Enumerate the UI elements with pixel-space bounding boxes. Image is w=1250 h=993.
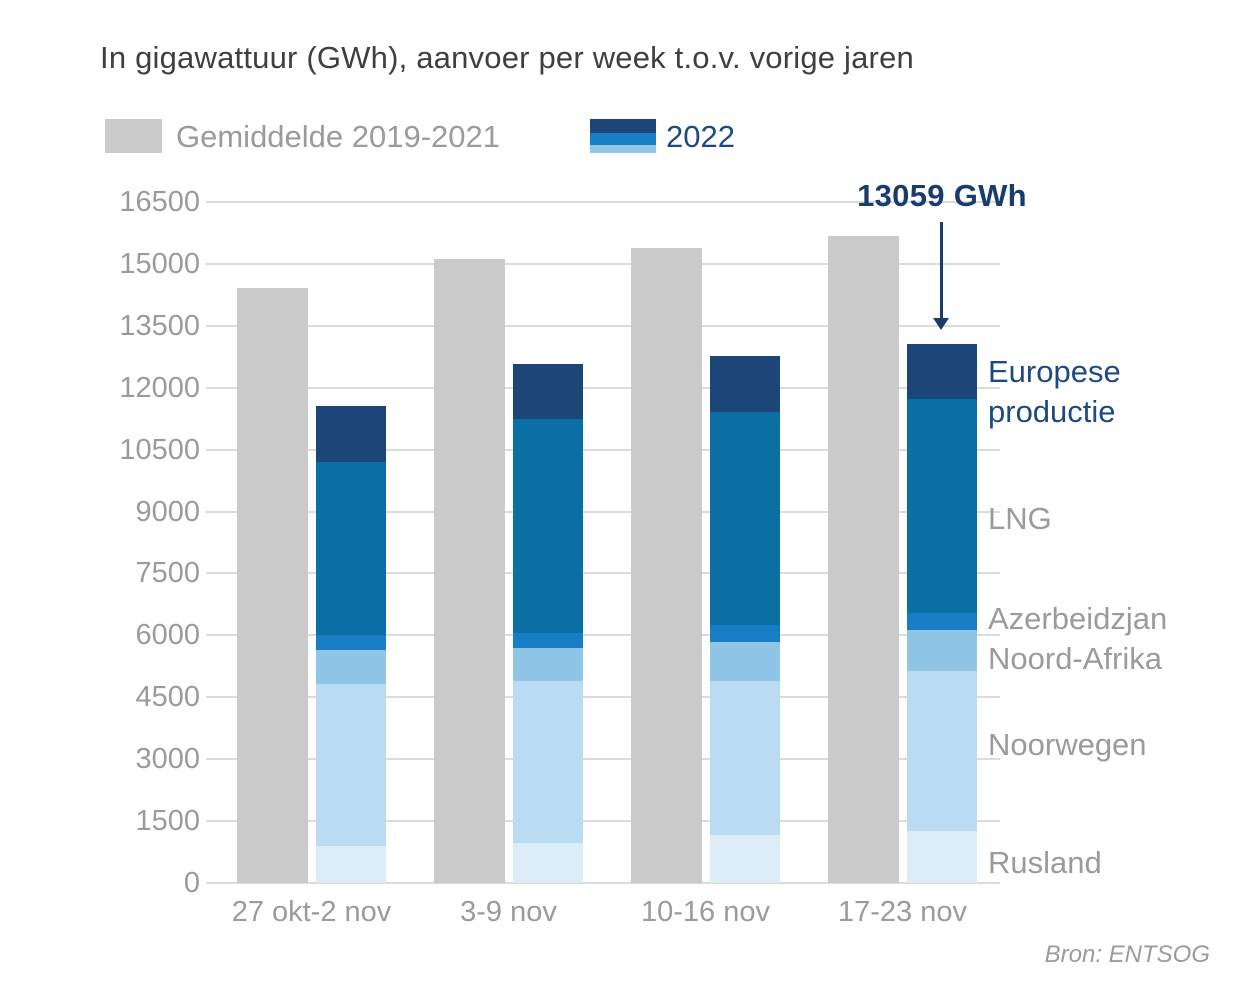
stack-segment-azerbeidzjan-10-16-nov bbox=[710, 625, 780, 642]
segment-label-azerbeidzjan: Azerbeidzjan bbox=[988, 599, 1167, 639]
gridline-16500 bbox=[222, 201, 1000, 203]
y-axis-label-4500: 4500 bbox=[135, 681, 200, 714]
y-tick-0 bbox=[206, 882, 222, 884]
legend-2022-band-mid bbox=[590, 133, 656, 145]
y-tick-9000 bbox=[206, 510, 222, 513]
stack-segment-lng-3-9-nov bbox=[513, 419, 583, 633]
gridline-13500 bbox=[222, 324, 1000, 327]
stack-segment-noord-afrika-10-16-nov bbox=[710, 641, 780, 682]
y-axis-label-9000: 9000 bbox=[135, 495, 200, 528]
y-tick-6000 bbox=[206, 634, 222, 637]
segment-label-line: Europese bbox=[988, 353, 1121, 389]
segment-label-line: Azerbeidzjan bbox=[988, 600, 1168, 636]
gridline-15000 bbox=[222, 262, 1000, 265]
segment-label-line: Noord-Afrika bbox=[988, 640, 1162, 676]
y-axis-label-3000: 3000 bbox=[135, 743, 200, 776]
legend-average-swatch bbox=[105, 119, 162, 153]
stack-segment-noorwegen-3-9-nov bbox=[513, 681, 583, 843]
stack-segment-lng-17-23-nov bbox=[907, 398, 977, 614]
y-axis-label-12000: 12000 bbox=[119, 371, 200, 404]
gridline-9000 bbox=[222, 510, 1000, 513]
segment-label-lng: LNG bbox=[988, 499, 1052, 539]
y-tick-12000 bbox=[206, 386, 222, 389]
y-tick-4500 bbox=[206, 696, 222, 699]
y-axis-label-6000: 6000 bbox=[135, 619, 200, 652]
y-axis-label-16500: 16500 bbox=[119, 186, 200, 218]
segment-label-noorwegen: Noorwegen bbox=[988, 725, 1147, 765]
y-axis-label-10500: 10500 bbox=[119, 433, 200, 466]
gridline-7500 bbox=[222, 572, 1000, 575]
stack-segment-rusland-17-23-nov bbox=[907, 830, 977, 883]
y-axis-label-1500: 1500 bbox=[135, 805, 200, 838]
legend-2022-band-dark bbox=[590, 119, 656, 133]
source-credit: Bron: ENTSOG bbox=[1044, 941, 1210, 968]
y-axis-label-13500: 13500 bbox=[119, 309, 200, 342]
annotation-value-label: 13059 GWh bbox=[857, 178, 1027, 213]
x-axis-label-17-23-nov: 17-23 nov bbox=[838, 896, 967, 928]
segment-label-noord-afrika: Noord-Afrika bbox=[988, 639, 1162, 679]
avg-bar-10-16-nov bbox=[631, 247, 702, 883]
legend-2022-label: 2022 bbox=[666, 119, 735, 154]
stack-segment-europese-productie-3-9-nov bbox=[513, 364, 583, 420]
legend-2022-band-light bbox=[590, 145, 656, 153]
segment-label-rusland: Rusland bbox=[988, 843, 1102, 883]
stack-segment-europese-productie-10-16-nov bbox=[710, 355, 780, 413]
segment-label-line: LNG bbox=[988, 500, 1052, 536]
gridline-10500 bbox=[222, 448, 1000, 451]
stack-segment-rusland-27-okt-2-nov bbox=[316, 845, 386, 883]
y-tick-16500 bbox=[206, 201, 222, 203]
legend-2022-swatch bbox=[590, 119, 656, 153]
x-axis-label-27-okt-2-nov: 27 okt-2 nov bbox=[231, 896, 392, 928]
segment-label-europese-productie: Europese productie bbox=[988, 352, 1121, 432]
stack-segment-lng-27-okt-2-nov bbox=[316, 462, 386, 635]
stack-segment-lng-10-16-nov bbox=[710, 412, 780, 626]
stack-segment-azerbeidzjan-17-23-nov bbox=[907, 613, 977, 630]
segment-label-line: Noorwegen bbox=[988, 727, 1147, 763]
y-tick-15000 bbox=[206, 262, 222, 265]
segment-label-line: productie bbox=[988, 393, 1116, 429]
gridline-6000 bbox=[222, 634, 1000, 637]
stack-segment-noord-afrika-27-okt-2-nov bbox=[316, 649, 386, 685]
stack-segment-noorwegen-10-16-nov bbox=[710, 681, 780, 836]
stack-segment-azerbeidzjan-3-9-nov bbox=[513, 632, 583, 649]
stack-segment-noord-afrika-3-9-nov bbox=[513, 648, 583, 682]
stack-segment-noorwegen-17-23-nov bbox=[907, 670, 977, 831]
gridline-1500 bbox=[222, 820, 1000, 823]
annotation-arrow-line bbox=[940, 222, 943, 318]
y-tick-7500 bbox=[206, 572, 222, 575]
y-tick-10500 bbox=[206, 448, 222, 451]
avg-bar-3-9-nov bbox=[434, 258, 505, 883]
stack-segment-noorwegen-27-okt-2-nov bbox=[316, 684, 386, 846]
avg-bar-17-23-nov bbox=[828, 235, 899, 883]
avg-bar-27-okt-2-nov bbox=[237, 287, 308, 883]
annotation-arrow-head-icon bbox=[933, 318, 949, 330]
legend-average-label: Gemiddelde 2019-2021 bbox=[176, 119, 501, 154]
x-axis-label-3-9-nov: 3-9 nov bbox=[460, 896, 557, 928]
chart-title: In gigawattuur (GWh), aanvoer per week t… bbox=[100, 40, 914, 75]
stack-segment-noord-afrika-17-23-nov bbox=[907, 629, 977, 671]
y-tick-1500 bbox=[206, 820, 222, 823]
gridline-12000 bbox=[222, 386, 1000, 389]
y-axis-label-7500: 7500 bbox=[135, 557, 200, 590]
y-tick-3000 bbox=[206, 758, 222, 761]
stack-segment-azerbeidzjan-27-okt-2-nov bbox=[316, 634, 386, 650]
stack-segment-europese-productie-27-okt-2-nov bbox=[316, 406, 386, 462]
gridline-3000 bbox=[222, 758, 1000, 761]
stack-segment-europese-productie-17-23-nov bbox=[907, 344, 977, 399]
gridline-4500 bbox=[222, 696, 1000, 699]
segment-label-line: Rusland bbox=[988, 845, 1102, 881]
x-axis-label-10-16-nov: 10-16 nov bbox=[641, 896, 770, 928]
stack-segment-rusland-10-16-nov bbox=[710, 835, 780, 883]
stack-segment-rusland-3-9-nov bbox=[513, 842, 583, 883]
y-tick-13500 bbox=[206, 324, 222, 327]
y-axis-label-0: 0 bbox=[183, 867, 200, 899]
gridline-0 bbox=[222, 882, 1000, 884]
y-axis-label-15000: 15000 bbox=[119, 247, 200, 280]
